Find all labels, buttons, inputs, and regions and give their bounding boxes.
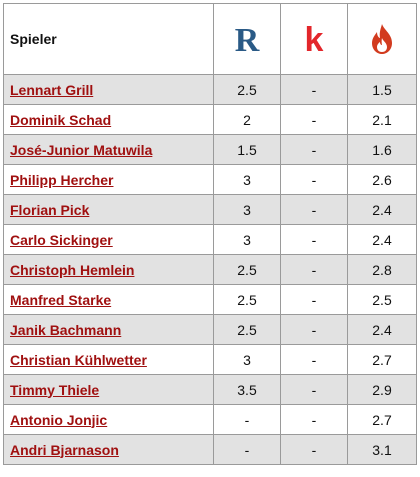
table-row: José-Junior Matuwila 1.5-1.6	[3, 134, 417, 165]
rating-flame-cell: 2.9	[347, 374, 417, 405]
rating-flame-cell: 2.7	[347, 344, 417, 375]
table-row: Florian Pick 3-2.4	[3, 194, 417, 225]
player-link[interactable]: Christian Kühlwetter	[10, 351, 147, 368]
rating-k-cell: -	[280, 254, 348, 285]
player-cell: Andri Bjarnason	[3, 434, 214, 465]
player-cell: Janik Bachmann	[3, 314, 214, 345]
player-cell: Dominik Schad	[3, 104, 214, 135]
rating-flame-cell: 2.5	[347, 284, 417, 315]
player-link[interactable]: Manfred Starke	[10, 291, 112, 308]
ratings-table-container: Spieler R k Le	[3, 3, 417, 465]
rating-k-cell: -	[280, 404, 348, 435]
player-cell: Christian Kühlwetter	[3, 344, 214, 375]
table-row: Janik Bachmann 2.5-2.4	[3, 314, 417, 345]
rating-k-cell: -	[280, 104, 348, 135]
rating-flame-cell: 1.6	[347, 134, 417, 165]
column-header-flame	[347, 3, 417, 75]
rating-k-cell: -	[280, 314, 348, 345]
rating-k-cell: -	[280, 194, 348, 225]
table-row: Timmy Thiele 3.5-2.9	[3, 374, 417, 405]
rating-r-cell: 3	[213, 164, 281, 195]
rating-k-cell: -	[280, 74, 348, 105]
column-header-r: R	[213, 3, 281, 75]
table-row: Dominik Schad 2-2.1	[3, 104, 417, 135]
player-cell: José-Junior Matuwila	[3, 134, 214, 165]
rating-k-cell: -	[280, 434, 348, 465]
table-row: Christoph Hemlein 2.5-2.8	[3, 254, 417, 285]
player-link[interactable]: Christoph Hemlein	[10, 261, 135, 278]
rating-r-cell: 2.5	[213, 314, 281, 345]
rating-flame-cell: 2.7	[347, 404, 417, 435]
r-logo-icon: R	[235, 22, 260, 56]
table-row: Christian Kühlwetter 3-2.7	[3, 344, 417, 375]
table-header-row: Spieler R k	[3, 3, 417, 75]
flame-logo-icon	[372, 24, 392, 54]
player-cell: Manfred Starke	[3, 284, 214, 315]
rating-flame-cell: 2.4	[347, 224, 417, 255]
player-link[interactable]: Carlo Sickinger	[10, 231, 113, 248]
rating-r-cell: 3	[213, 224, 281, 255]
rating-r-cell: 2.5	[213, 284, 281, 315]
rating-flame-cell: 2.6	[347, 164, 417, 195]
rating-k-cell: -	[280, 224, 348, 255]
rating-r-cell: 3.5	[213, 374, 281, 405]
k-logo-icon: k	[305, 22, 324, 56]
rating-flame-cell: 3.1	[347, 434, 417, 465]
player-cell: Timmy Thiele	[3, 374, 214, 405]
table-row: Carlo Sickinger 3-2.4	[3, 224, 417, 255]
table-row: Manfred Starke 2.5-2.5	[3, 284, 417, 315]
column-header-spieler: Spieler	[3, 3, 214, 75]
rating-k-cell: -	[280, 134, 348, 165]
column-header-k: k	[280, 3, 348, 75]
rating-r-cell: 3	[213, 344, 281, 375]
player-cell: Carlo Sickinger	[3, 224, 214, 255]
player-link[interactable]: Antonio Jonjic	[10, 411, 108, 428]
player-ratings-table: Spieler R k Le	[3, 3, 417, 465]
player-link[interactable]: Janik Bachmann	[10, 321, 122, 338]
rating-flame-cell: 2.8	[347, 254, 417, 285]
rating-flame-cell: 2.1	[347, 104, 417, 135]
player-link[interactable]: Dominik Schad	[10, 111, 112, 128]
player-link[interactable]: José-Junior Matuwila	[10, 141, 153, 158]
rating-k-cell: -	[280, 374, 348, 405]
player-link[interactable]: Timmy Thiele	[10, 381, 100, 398]
rating-r-cell: -	[213, 434, 281, 465]
player-cell: Antonio Jonjic	[3, 404, 214, 435]
player-cell: Florian Pick	[3, 194, 214, 225]
table-row: Andri Bjarnason - -3.1	[3, 434, 417, 465]
player-cell: Lennart Grill	[3, 74, 214, 105]
rating-r-cell: 1.5	[213, 134, 281, 165]
rating-r-cell: 2.5	[213, 74, 281, 105]
rating-r-cell: 3	[213, 194, 281, 225]
rating-k-cell: -	[280, 164, 348, 195]
player-link[interactable]: Florian Pick	[10, 201, 90, 218]
player-link[interactable]: Lennart Grill	[10, 81, 94, 98]
rating-r-cell: -	[213, 404, 281, 435]
rating-k-cell: -	[280, 344, 348, 375]
svg-text:k: k	[305, 22, 324, 56]
player-cell: Philipp Hercher	[3, 164, 214, 195]
rating-flame-cell: 2.4	[347, 314, 417, 345]
rating-flame-cell: 1.5	[347, 74, 417, 105]
player-cell: Christoph Hemlein	[3, 254, 214, 285]
rating-r-cell: 2	[213, 104, 281, 135]
table-row: Philipp Hercher 3-2.6	[3, 164, 417, 195]
table-row: Antonio Jonjic - -2.7	[3, 404, 417, 435]
table-row: Lennart Grill 2.5-1.5	[3, 74, 417, 105]
rating-flame-cell: 2.4	[347, 194, 417, 225]
rating-r-cell: 2.5	[213, 254, 281, 285]
player-link[interactable]: Andri Bjarnason	[10, 441, 119, 458]
player-link[interactable]: Philipp Hercher	[10, 171, 114, 188]
rating-k-cell: -	[280, 284, 348, 315]
svg-text:R: R	[235, 22, 260, 56]
